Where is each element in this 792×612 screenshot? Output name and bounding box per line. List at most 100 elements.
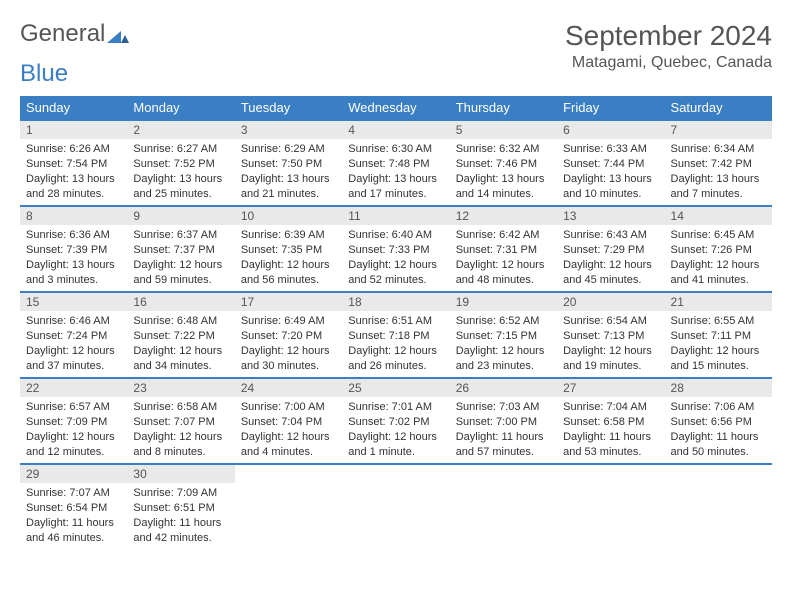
sunrise: Sunrise: 6:58 AM: [133, 400, 228, 415]
title-block: September 2024 Matagami, Quebec, Canada: [565, 20, 772, 72]
day-number: 29: [20, 465, 127, 483]
daylight: Daylight: 13 hours and 14 minutes.: [456, 172, 551, 202]
day-content: Sunrise: 6:26 AMSunset: 7:54 PMDaylight:…: [20, 139, 127, 204]
sunrise: Sunrise: 7:00 AM: [241, 400, 336, 415]
daylight: Daylight: 12 hours and 37 minutes.: [26, 344, 121, 374]
day-number: 18: [342, 293, 449, 311]
daylight: Daylight: 11 hours and 46 minutes.: [26, 516, 121, 546]
day-content: Sunrise: 6:42 AMSunset: 7:31 PMDaylight:…: [450, 225, 557, 290]
daylight: Daylight: 13 hours and 3 minutes.: [26, 258, 121, 288]
day-content: Sunrise: 6:54 AMSunset: 7:13 PMDaylight:…: [557, 311, 664, 376]
sunset: Sunset: 7:11 PM: [671, 329, 766, 344]
day-number: 19: [450, 293, 557, 311]
day-number: 28: [665, 379, 772, 397]
day-cell: 9Sunrise: 6:37 AMSunset: 7:37 PMDaylight…: [127, 206, 234, 292]
sunrise: Sunrise: 6:45 AM: [671, 228, 766, 243]
sunrise: Sunrise: 6:43 AM: [563, 228, 658, 243]
day-cell: [450, 464, 557, 549]
week-row: 8Sunrise: 6:36 AMSunset: 7:39 PMDaylight…: [20, 206, 772, 292]
sunset: Sunset: 7:33 PM: [348, 243, 443, 258]
day-cell: 2Sunrise: 6:27 AMSunset: 7:52 PMDaylight…: [127, 120, 234, 206]
day-number: 27: [557, 379, 664, 397]
day-number: 14: [665, 207, 772, 225]
sunset: Sunset: 7:18 PM: [348, 329, 443, 344]
col-thursday: Thursday: [450, 96, 557, 120]
sunset: Sunset: 7:02 PM: [348, 415, 443, 430]
daylight: Daylight: 11 hours and 42 minutes.: [133, 516, 228, 546]
sunset: Sunset: 7:13 PM: [563, 329, 658, 344]
daylight: Daylight: 12 hours and 30 minutes.: [241, 344, 336, 374]
day-cell: 14Sunrise: 6:45 AMSunset: 7:26 PMDayligh…: [665, 206, 772, 292]
day-cell: 25Sunrise: 7:01 AMSunset: 7:02 PMDayligh…: [342, 378, 449, 464]
sunset: Sunset: 7:00 PM: [456, 415, 551, 430]
sunrise: Sunrise: 6:39 AM: [241, 228, 336, 243]
sunset: Sunset: 7:48 PM: [348, 157, 443, 172]
day-cell: 21Sunrise: 6:55 AMSunset: 7:11 PMDayligh…: [665, 292, 772, 378]
daylight: Daylight: 12 hours and 1 minute.: [348, 430, 443, 460]
sunrise: Sunrise: 6:33 AM: [563, 142, 658, 157]
day-cell: 26Sunrise: 7:03 AMSunset: 7:00 PMDayligh…: [450, 378, 557, 464]
daylight: Daylight: 11 hours and 50 minutes.: [671, 430, 766, 460]
sunrise: Sunrise: 6:52 AM: [456, 314, 551, 329]
col-wednesday: Wednesday: [342, 96, 449, 120]
daylight: Daylight: 12 hours and 34 minutes.: [133, 344, 228, 374]
day-number: 11: [342, 207, 449, 225]
day-cell: 18Sunrise: 6:51 AMSunset: 7:18 PMDayligh…: [342, 292, 449, 378]
day-cell: 4Sunrise: 6:30 AMSunset: 7:48 PMDaylight…: [342, 120, 449, 206]
day-content: Sunrise: 6:43 AMSunset: 7:29 PMDaylight:…: [557, 225, 664, 290]
day-cell: 27Sunrise: 7:04 AMSunset: 6:58 PMDayligh…: [557, 378, 664, 464]
day-number: 17: [235, 293, 342, 311]
daylight: Daylight: 13 hours and 10 minutes.: [563, 172, 658, 202]
day-number: 9: [127, 207, 234, 225]
daylight: Daylight: 12 hours and 19 minutes.: [563, 344, 658, 374]
day-content: Sunrise: 7:04 AMSunset: 6:58 PMDaylight:…: [557, 397, 664, 462]
day-cell: 7Sunrise: 6:34 AMSunset: 7:42 PMDaylight…: [665, 120, 772, 206]
day-cell: 15Sunrise: 6:46 AMSunset: 7:24 PMDayligh…: [20, 292, 127, 378]
col-tuesday: Tuesday: [235, 96, 342, 120]
sunset: Sunset: 7:26 PM: [671, 243, 766, 258]
sunrise: Sunrise: 6:55 AM: [671, 314, 766, 329]
sunset: Sunset: 7:37 PM: [133, 243, 228, 258]
sunset: Sunset: 7:42 PM: [671, 157, 766, 172]
day-number: 30: [127, 465, 234, 483]
sunrise: Sunrise: 6:29 AM: [241, 142, 336, 157]
daylight: Daylight: 12 hours and 56 minutes.: [241, 258, 336, 288]
day-content: Sunrise: 6:55 AMSunset: 7:11 PMDaylight:…: [665, 311, 772, 376]
day-content: Sunrise: 6:49 AMSunset: 7:20 PMDaylight:…: [235, 311, 342, 376]
daylight: Daylight: 13 hours and 25 minutes.: [133, 172, 228, 202]
day-cell: [557, 464, 664, 549]
sunset: Sunset: 6:51 PM: [133, 501, 228, 516]
day-content: Sunrise: 6:32 AMSunset: 7:46 PMDaylight:…: [450, 139, 557, 204]
day-number: 20: [557, 293, 664, 311]
day-content: Sunrise: 6:48 AMSunset: 7:22 PMDaylight:…: [127, 311, 234, 376]
day-number: 15: [20, 293, 127, 311]
day-cell: 12Sunrise: 6:42 AMSunset: 7:31 PMDayligh…: [450, 206, 557, 292]
sunset: Sunset: 7:50 PM: [241, 157, 336, 172]
day-content: Sunrise: 6:51 AMSunset: 7:18 PMDaylight:…: [342, 311, 449, 376]
location: Matagami, Quebec, Canada: [565, 54, 772, 72]
day-number: 25: [342, 379, 449, 397]
day-number: 13: [557, 207, 664, 225]
daylight: Daylight: 12 hours and 45 minutes.: [563, 258, 658, 288]
week-row: 1Sunrise: 6:26 AMSunset: 7:54 PMDaylight…: [20, 120, 772, 206]
sunrise: Sunrise: 6:34 AM: [671, 142, 766, 157]
daylight: Daylight: 12 hours and 52 minutes.: [348, 258, 443, 288]
daylight: Daylight: 13 hours and 28 minutes.: [26, 172, 121, 202]
sunset: Sunset: 6:54 PM: [26, 501, 121, 516]
day-content: Sunrise: 6:30 AMSunset: 7:48 PMDaylight:…: [342, 139, 449, 204]
sunrise: Sunrise: 6:49 AM: [241, 314, 336, 329]
sunset: Sunset: 7:54 PM: [26, 157, 121, 172]
sunset: Sunset: 7:46 PM: [456, 157, 551, 172]
day-cell: [235, 464, 342, 549]
daylight: Daylight: 13 hours and 21 minutes.: [241, 172, 336, 202]
sunset: Sunset: 7:15 PM: [456, 329, 551, 344]
day-cell: 29Sunrise: 7:07 AMSunset: 6:54 PMDayligh…: [20, 464, 127, 549]
calendar-table: Sunday Monday Tuesday Wednesday Thursday…: [20, 96, 772, 549]
day-cell: 13Sunrise: 6:43 AMSunset: 7:29 PMDayligh…: [557, 206, 664, 292]
sunrise: Sunrise: 6:27 AM: [133, 142, 228, 157]
day-cell: [665, 464, 772, 549]
day-cell: 3Sunrise: 6:29 AMSunset: 7:50 PMDaylight…: [235, 120, 342, 206]
col-saturday: Saturday: [665, 96, 772, 120]
day-content: Sunrise: 6:27 AMSunset: 7:52 PMDaylight:…: [127, 139, 234, 204]
sunrise: Sunrise: 6:37 AM: [133, 228, 228, 243]
